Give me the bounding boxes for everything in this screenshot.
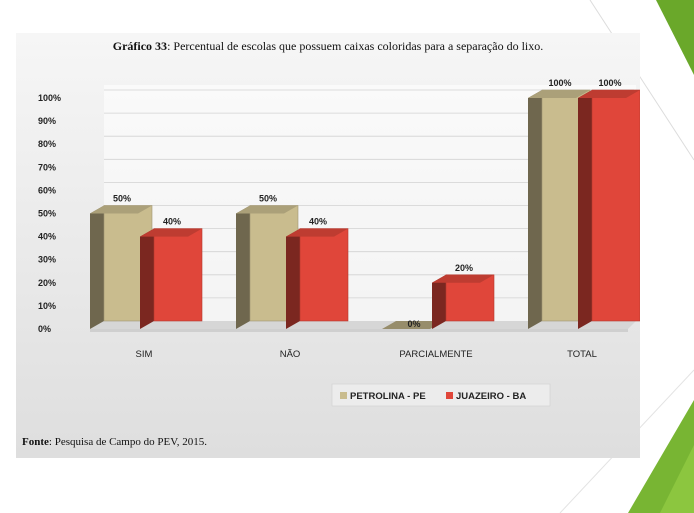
category-label: SIM bbox=[136, 349, 153, 360]
legend-swatch bbox=[340, 392, 347, 399]
data-label: 40% bbox=[309, 217, 327, 227]
data-label: 100% bbox=[548, 78, 571, 88]
bar-chart: Gráfico 33: Percentual de escolas que po… bbox=[22, 39, 640, 448]
chart-title-bold: Gráfico 33 bbox=[113, 39, 167, 53]
bar-top bbox=[236, 205, 298, 214]
y-tick-label: 80% bbox=[38, 139, 56, 149]
chart-figure: Gráfico 33: Percentual de escolas que po… bbox=[16, 33, 640, 458]
category-label: PARCIALMENTE bbox=[399, 349, 472, 360]
y-tick-label: 60% bbox=[38, 185, 56, 195]
bar-top bbox=[528, 90, 590, 98]
bar-top bbox=[90, 205, 152, 214]
category-label: NÃO bbox=[280, 349, 301, 360]
bar-side bbox=[140, 228, 154, 329]
legend-label: PETROLINA - PE bbox=[350, 391, 426, 402]
y-tick-label: 90% bbox=[38, 116, 56, 126]
bar bbox=[299, 228, 349, 322]
category-label: TOTAL bbox=[567, 349, 597, 360]
y-tick-label: 50% bbox=[38, 209, 56, 219]
bar bbox=[153, 228, 203, 322]
bar-side bbox=[286, 228, 300, 329]
y-tick-label: 10% bbox=[38, 301, 56, 311]
bar-top bbox=[286, 228, 348, 237]
bar-top bbox=[578, 90, 640, 98]
y-tick-label: 40% bbox=[38, 232, 56, 242]
data-label: 0% bbox=[407, 319, 420, 329]
y-tick-label: 30% bbox=[38, 255, 56, 265]
bar-side bbox=[528, 90, 542, 329]
data-label: 40% bbox=[163, 217, 181, 227]
legend: PETROLINA - PE JUAZEIRO - BA bbox=[331, 383, 551, 407]
source-bold: Fonte bbox=[22, 436, 49, 448]
floor bbox=[90, 321, 636, 329]
bar-side bbox=[236, 205, 250, 329]
y-tick-label: 0% bbox=[38, 324, 51, 334]
y-tick-label: 100% bbox=[38, 93, 61, 103]
bar bbox=[382, 321, 444, 329]
source-rest: : Pesquisa de Campo do PEV, 2015. bbox=[49, 436, 207, 448]
bar-top bbox=[432, 274, 494, 283]
y-tick-label: 70% bbox=[38, 162, 56, 172]
green-accent-top bbox=[656, 0, 694, 75]
data-label: 100% bbox=[598, 78, 621, 88]
chart-title-rest: : Percentual de escolas que possuem caix… bbox=[167, 39, 543, 53]
bar-side bbox=[432, 274, 446, 329]
data-label: 50% bbox=[113, 194, 131, 204]
bar-side bbox=[90, 205, 104, 329]
bar bbox=[591, 89, 640, 322]
decor-line bbox=[589, 0, 694, 161]
y-tick-label: 20% bbox=[38, 278, 56, 288]
floor-edge bbox=[90, 329, 628, 332]
legend-label: JUAZEIRO - BA bbox=[456, 391, 526, 402]
data-label: 50% bbox=[259, 194, 277, 204]
legend-swatch bbox=[446, 392, 453, 399]
green-accent-bottom-light bbox=[660, 445, 694, 513]
legend-box bbox=[331, 383, 551, 407]
source-note: Fonte: Pesquisa de Campo do PEV, 2015. bbox=[22, 436, 207, 448]
bar-side bbox=[578, 90, 592, 329]
bar-top bbox=[140, 228, 202, 237]
data-label: 20% bbox=[455, 263, 473, 273]
chart-title: Gráfico 33: Percentual de escolas que po… bbox=[113, 39, 544, 53]
plot-area: 0% 10% 20% 30% 40% 50% 60% 70% 80% 90% 100% 50% 40% S… bbox=[38, 78, 640, 360]
